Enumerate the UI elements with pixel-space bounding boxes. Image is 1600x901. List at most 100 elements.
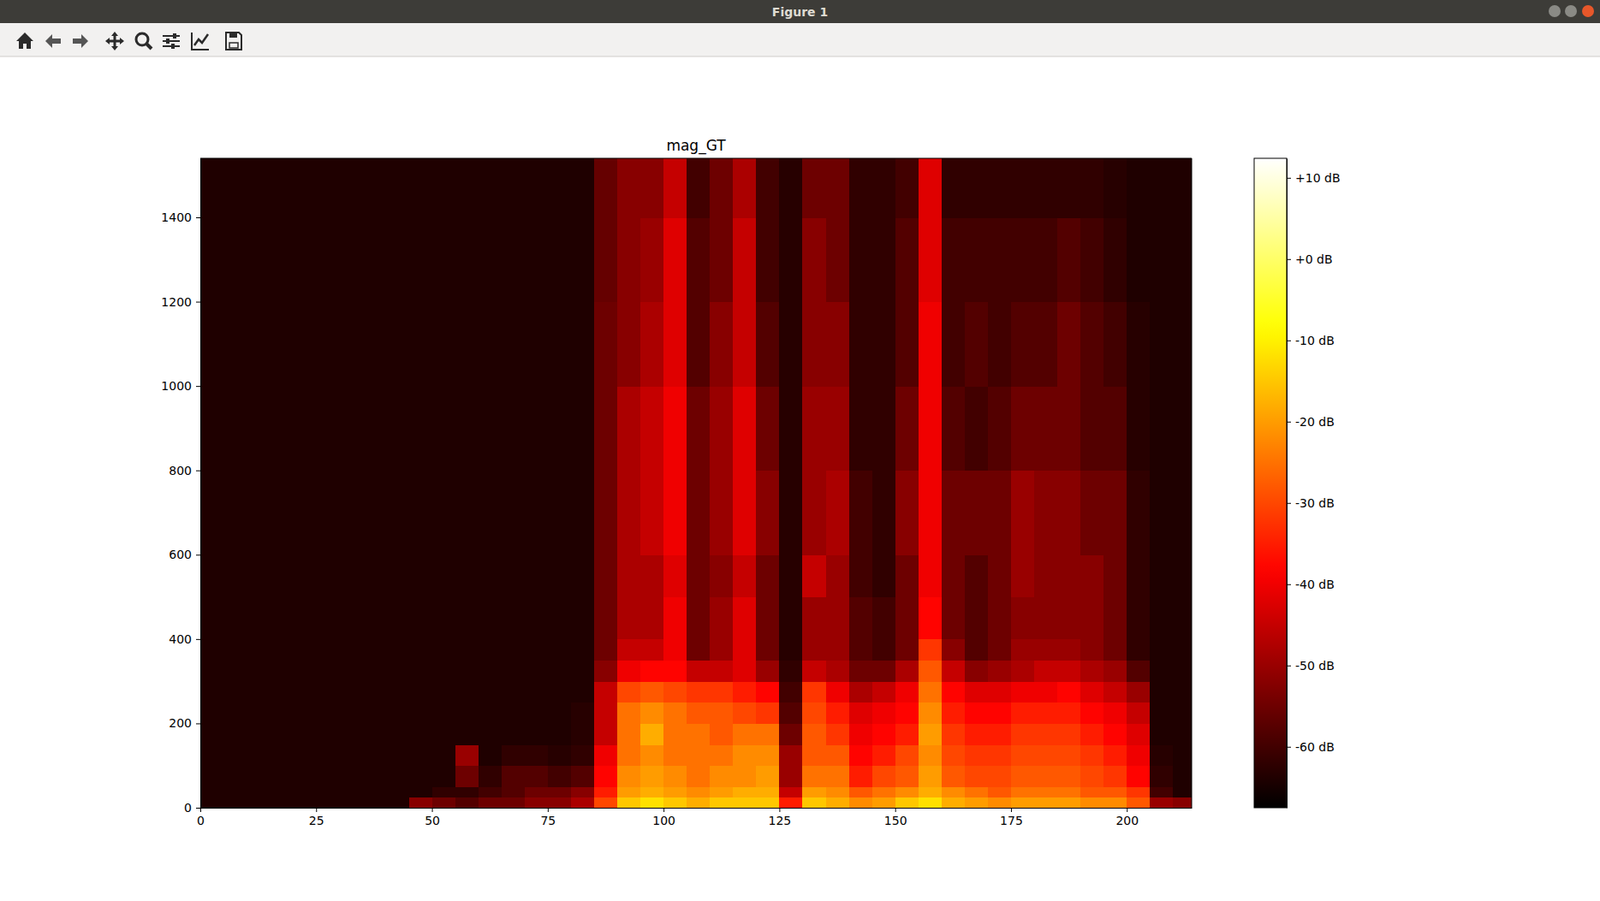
colorbar-tick-label: -20 dB <box>1295 415 1335 429</box>
heatmap-cell <box>849 158 874 219</box>
heatmap-cell <box>1149 723 1174 745</box>
heatmap-cell <box>385 702 410 725</box>
heatmap-cell <box>1057 158 1082 219</box>
heatmap-cell <box>200 702 225 725</box>
x-tick: 100 <box>652 808 676 828</box>
colorbar-tick-label: -40 dB <box>1295 577 1335 592</box>
pan-button[interactable] <box>105 31 125 51</box>
heatmap-cell <box>1126 786 1151 798</box>
x-tick: 175 <box>999 808 1024 828</box>
heatmap-cell <box>1126 470 1151 556</box>
heatmap-cell <box>826 217 851 303</box>
heatmap-cell <box>524 554 549 598</box>
heatmap-cell <box>640 597 665 641</box>
configure-button[interactable] <box>162 33 180 49</box>
heatmap-cell <box>732 702 757 725</box>
x-tick: 150 <box>884 808 908 828</box>
heatmap-cell <box>1011 681 1035 703</box>
heatmap-cell <box>478 554 503 598</box>
heatmap-cell <box>409 766 434 788</box>
heatmap-cell <box>872 681 897 703</box>
home-button[interactable] <box>16 32 34 49</box>
heatmap-cell <box>1057 554 1082 598</box>
heatmap-cell <box>594 470 619 556</box>
heatmap-cell <box>1172 470 1192 556</box>
heatmap-cell <box>269 597 294 641</box>
heatmap-cell <box>686 660 711 683</box>
heatmap-cell <box>686 158 711 219</box>
heatmap-cell <box>315 386 340 471</box>
heatmap-cell <box>269 639 294 661</box>
heatmap-cell <box>895 660 920 683</box>
colorbar-tick: -50 dB <box>1286 659 1335 673</box>
heatmap-cell <box>941 723 966 745</box>
heatmap-cell <box>315 681 340 703</box>
x-tick: 0 <box>196 808 205 828</box>
heatmap-cell <box>223 217 248 303</box>
heatmap-cell <box>269 766 294 788</box>
zoom-button[interactable] <box>136 33 152 49</box>
heatmap-cell <box>246 766 271 788</box>
heatmap-cell <box>1149 744 1174 767</box>
heatmap-cell <box>941 302 966 387</box>
maximize-button[interactable] <box>1564 5 1577 18</box>
save-button[interactable] <box>226 32 242 50</box>
heatmap-cell <box>547 786 572 798</box>
heatmap-cell <box>432 744 457 767</box>
heatmap-cell <box>409 702 434 725</box>
forward-button[interactable] <box>72 34 89 48</box>
heatmap-cell <box>547 158 572 219</box>
x-tick: 125 <box>768 808 792 828</box>
heatmap-cell <box>339 702 363 725</box>
minimize-button[interactable] <box>1548 5 1561 18</box>
heatmap-cell <box>594 660 619 683</box>
heatmap-cell <box>872 554 897 598</box>
heatmap-cell <box>755 302 780 387</box>
heatmap-cell <box>1172 797 1192 809</box>
close-button[interactable] <box>1582 5 1595 18</box>
heatmap-cell <box>895 158 920 219</box>
heatmap-cell <box>663 744 688 767</box>
heatmap-cell <box>849 386 874 471</box>
heatmap-cell <box>802 597 827 641</box>
heatmap-cell <box>409 681 434 703</box>
heatmap-cell <box>779 723 803 745</box>
heatmap-cell <box>478 797 503 809</box>
heatmap-cell <box>315 723 340 745</box>
edit-axis-button[interactable] <box>191 32 209 50</box>
window-title: Figure 1 <box>772 5 828 19</box>
heatmap-cell <box>200 302 225 387</box>
colorbar-tick-mark <box>1286 259 1291 261</box>
heatmap-cell <box>1172 217 1192 303</box>
heatmap-cell <box>686 639 711 661</box>
heatmap-cell <box>1011 158 1035 219</box>
heatmap-cell <box>292 702 317 725</box>
heatmap-cell <box>1126 554 1151 598</box>
heatmap-cell <box>1149 554 1174 598</box>
heatmap-cell <box>779 386 803 471</box>
heatmap-cell <box>385 681 410 703</box>
heatmap-cell <box>686 681 711 703</box>
heatmap-cell <box>315 766 340 788</box>
heatmap-cell <box>501 766 526 788</box>
x-tick-label: 200 <box>1115 814 1139 828</box>
heatmap-cell <box>269 158 294 219</box>
heatmap-cell <box>709 554 734 598</box>
heatmap-cell <box>849 597 874 641</box>
heatmap-cell <box>732 302 757 387</box>
heatmap-cell <box>200 766 225 788</box>
heatmap-cell <box>478 702 503 725</box>
heatmap-cell <box>755 797 780 809</box>
heatmap-cell <box>732 597 757 641</box>
heatmap-cell <box>362 681 387 703</box>
heatmap-cell <box>779 786 803 798</box>
heatmap-cell <box>315 158 340 219</box>
heatmap-cell <box>1080 744 1105 767</box>
heatmap-cell <box>1126 723 1151 745</box>
back-button[interactable] <box>45 34 61 48</box>
heatmap-cell <box>478 681 503 703</box>
heatmap-cell <box>802 702 827 725</box>
heatmap-cell <box>385 217 410 303</box>
heatmap-cell <box>640 386 665 471</box>
x-tick-mark <box>663 808 665 813</box>
